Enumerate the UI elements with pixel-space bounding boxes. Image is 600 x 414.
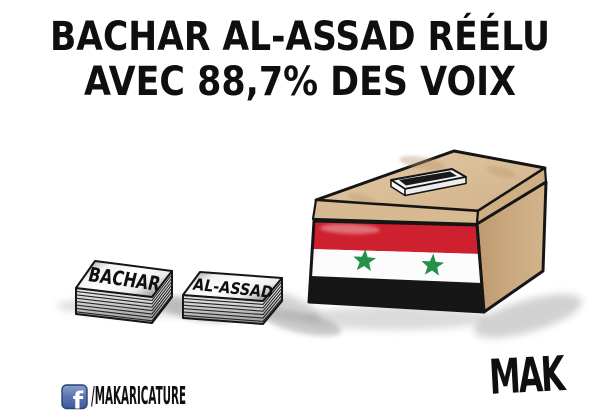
- ballot-box: [307, 149, 548, 314]
- facebook-handle: /MAKARICATURE: [91, 381, 186, 410]
- slot-opening: [399, 171, 457, 186]
- lid-smudge: [399, 155, 445, 171]
- facebook-icon-letter: f: [73, 387, 84, 414]
- slot-right-face: [404, 176, 467, 197]
- headline-line1: BACHAR AL-ASSAD RÉÉLU: [50, 12, 550, 60]
- flag-highlight: [320, 223, 380, 235]
- lid-smudge: [486, 165, 516, 179]
- ballot-stack-alassad: AL-ASSAD: [182, 271, 283, 325]
- artist-signature: MAK: [488, 345, 568, 406]
- ballot-slot: [390, 168, 467, 197]
- flag-white-stripe: [311, 249, 482, 283]
- facebook-credit: f /MAKARICATURE: [61, 381, 186, 414]
- syrian-flag: [307, 219, 486, 314]
- box-shadow-right: [473, 294, 583, 338]
- headline: BACHAR AL-ASSAD RÉÉLU AVEC 88,7% DES VOI…: [50, 12, 550, 105]
- headline-line2: AVEC 88,7% DES VOIX: [84, 59, 516, 106]
- signature-text: MAK: [488, 345, 568, 406]
- box-shadow-under: [305, 306, 489, 330]
- stack-layer-lines: [75, 274, 173, 322]
- facebook-icon: [61, 384, 88, 410]
- flag-outline: [307, 219, 486, 314]
- stack-layer-lines: [182, 281, 283, 322]
- stack-top-sheet: [75, 260, 173, 298]
- ballot-stack-bachar: BACHAR: [75, 260, 173, 324]
- lid-smudge: [347, 193, 377, 205]
- stack-top-sheet: [182, 271, 283, 302]
- lid-smudges: [347, 155, 516, 205]
